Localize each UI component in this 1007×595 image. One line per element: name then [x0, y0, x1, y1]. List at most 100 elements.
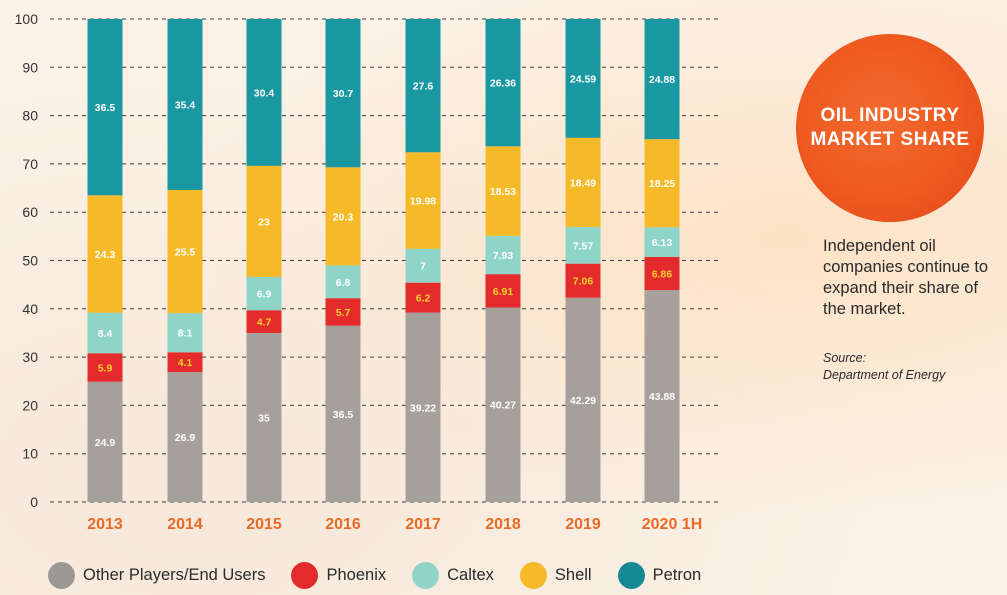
bar-segment: [87, 19, 123, 196]
bar-segment: [644, 256, 680, 291]
bar-segment: [565, 227, 601, 264]
y-tick-label: 50: [22, 253, 38, 269]
data-label: 19.98: [410, 196, 436, 208]
legend-label: Phoenix: [326, 565, 387, 584]
legend-label: Caltex: [447, 565, 494, 584]
bar-segment: [405, 19, 441, 153]
data-label: 7.57: [573, 240, 594, 252]
bar-segment: [405, 312, 441, 502]
data-label: 18.25: [649, 178, 675, 190]
y-tick-label: 90: [22, 59, 38, 75]
bar-segment: [246, 276, 282, 311]
legend-swatch: [48, 561, 75, 589]
bar-segment: [325, 325, 361, 502]
legend-item-other: Other Players/End Users: [48, 561, 265, 589]
y-tick-label: 80: [22, 108, 38, 124]
legend-label: Shell: [554, 565, 592, 584]
source-block: Source: Department of Energy: [823, 350, 1003, 384]
bar-segment: [405, 248, 441, 283]
bar-segment: [325, 19, 361, 168]
bar-segment: [565, 137, 601, 228]
bar-segment: [167, 19, 203, 190]
bar-segment: [405, 152, 441, 249]
bar-segment: [167, 189, 203, 314]
bar-segment: [246, 165, 282, 277]
title-badge: OIL INDUSTRY MARKET SHARE: [796, 34, 984, 222]
data-label: 24.3: [95, 249, 116, 261]
data-label: 7.93: [493, 250, 514, 262]
x-tick-label: 2013: [87, 516, 123, 533]
y-tick-label: 40: [22, 301, 38, 317]
bar-segment: [246, 19, 282, 166]
data-label: 26.36: [490, 78, 516, 90]
bar-segment: [87, 195, 123, 313]
legend-swatch: [291, 561, 319, 589]
data-label: 6.9: [257, 289, 272, 301]
legend-item-phoenix: Phoenix: [291, 561, 387, 589]
y-tick-label: 70: [22, 156, 38, 172]
bar-segment: [565, 297, 601, 502]
bar-segment: [167, 352, 203, 373]
y-tick-label: 30: [22, 349, 38, 365]
bar-segment: [87, 381, 123, 502]
legend-item-caltex: Caltex: [412, 561, 494, 589]
bar-segment: [644, 290, 680, 502]
data-label: 26.9: [175, 432, 196, 444]
data-label: 42.29: [570, 395, 596, 407]
bar-segment: [246, 310, 282, 333]
data-label: 7: [420, 261, 426, 273]
data-label: 23: [258, 216, 270, 228]
data-label: 24.59: [570, 73, 596, 85]
y-tick-label: 10: [22, 446, 38, 462]
data-label: 20.3: [333, 211, 354, 223]
x-tick-label: 2018: [485, 516, 521, 533]
legend: Other Players/End Users Phoenix Caltex S…: [48, 560, 727, 590]
y-tick-label: 20: [22, 397, 38, 413]
bar-segment: [405, 282, 441, 313]
source-name: Department of Energy: [823, 368, 946, 382]
bar-segment: [87, 312, 123, 354]
data-label: 24.9: [95, 437, 116, 449]
x-tick-label: 2016: [325, 516, 361, 533]
data-label: 6.86: [652, 268, 673, 280]
data-label: 35.4: [175, 99, 196, 111]
bar-segment: [325, 167, 361, 266]
bar-segment: [565, 263, 601, 298]
data-label: 43.88: [649, 391, 675, 403]
x-tick-label: 2015: [246, 516, 282, 533]
bar-segment: [565, 19, 601, 138]
data-label: 27.6: [413, 81, 434, 93]
bar-segment: [644, 19, 680, 140]
data-label: 5.7: [336, 307, 351, 319]
note-text: Independent oil companies continue to ex…: [823, 237, 989, 318]
data-label: 6.13: [652, 237, 673, 249]
data-label: 30.7: [333, 88, 354, 100]
y-tick-label: 0: [30, 494, 38, 510]
bar-segment: [644, 227, 680, 257]
data-label: 40.27: [490, 400, 516, 412]
bar-segment: [167, 372, 203, 502]
data-label: 6.8: [336, 277, 351, 289]
data-label: 6.91: [493, 286, 514, 298]
source-label: Source:: [823, 351, 867, 365]
legend-swatch: [519, 561, 547, 589]
legend-label: Petron: [652, 565, 702, 584]
data-label: 36.5: [95, 102, 116, 114]
bar-segment: [325, 298, 361, 326]
legend-swatch: [617, 561, 645, 589]
bar-segment: [325, 265, 361, 299]
data-label: 7.06: [573, 276, 594, 288]
bar-segment: [167, 313, 203, 353]
bar-segment: [644, 139, 680, 228]
y-tick-label: 60: [22, 204, 38, 220]
y-tick-label: 100: [15, 11, 39, 27]
data-label: 8.1: [178, 328, 193, 340]
data-label: 18.49: [570, 177, 596, 189]
data-label: 36.5: [333, 409, 354, 421]
bar-segment: [485, 235, 521, 275]
stacked-bar-chart: 0 10 20 30 40 50 60 70 80 90 100 24.9 5.9 8.4 24.3 36.5…: [15, 11, 720, 533]
data-label: 5.9: [98, 362, 113, 374]
data-label: 18.53: [490, 186, 516, 198]
x-tick-label: 2017: [405, 516, 441, 533]
legend-item-petron: Petron: [617, 561, 702, 589]
